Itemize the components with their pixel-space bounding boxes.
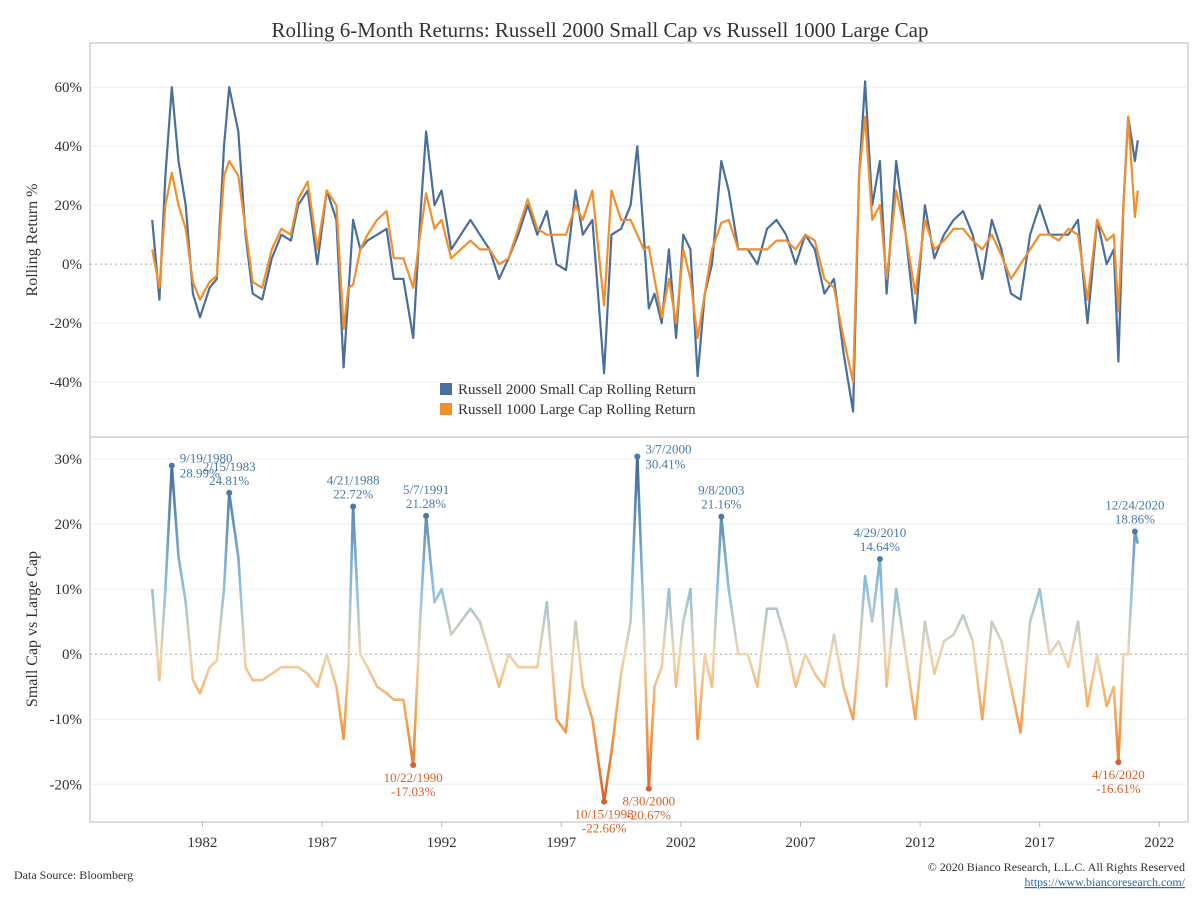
y-tick-label: 40% (55, 139, 83, 155)
x-tick-label: 1987 (307, 835, 338, 851)
annotation-point (718, 513, 725, 520)
x-tick-label: 2007 (785, 835, 816, 851)
annotation-point (168, 462, 175, 469)
x-tick-label: 2022 (1144, 835, 1174, 851)
annotation-point (423, 512, 430, 519)
annotation-value: 30.41% (645, 456, 685, 471)
annotation-value: -16.61% (1096, 781, 1141, 796)
annotation-point (601, 798, 608, 805)
copyright: © 2020 Bianco Research, L.L.C. All Right… (928, 860, 1185, 874)
legend-label: Russell 1000 Large Cap Rolling Return (458, 402, 696, 418)
annotation-value: 18.86% (1115, 512, 1155, 527)
annotation-date: 9/19/1980 (180, 451, 233, 466)
annotation-date: 12/24/2020 (1105, 498, 1164, 513)
y-tick-label: -20% (50, 777, 83, 793)
annotation-point (350, 503, 357, 510)
annotation-date: 4/21/1988 (327, 472, 380, 487)
annotation-value: 22.72% (333, 486, 373, 501)
annotation-date: 3/7/2000 (645, 441, 691, 456)
annotation-date: 2/15/1983 (203, 459, 256, 474)
y-tick-label: -20% (50, 316, 83, 332)
annotation-value: -17.03% (391, 784, 436, 799)
annotation-date: 4/29/2010 (854, 525, 907, 540)
annotation-point (645, 785, 652, 792)
annotation-value: -20.67% (627, 808, 672, 823)
y-tick-label: 0% (62, 647, 82, 663)
y-axis-label: Small Cap vs Large Cap (24, 551, 41, 707)
y-axis-label: Rolling Return % (24, 184, 41, 297)
annotation-point (226, 489, 233, 496)
annotation-value: 21.16% (701, 497, 741, 512)
series-line (151, 80, 1139, 413)
x-tick-label: 2002 (666, 835, 696, 851)
y-tick-label: 60% (55, 80, 83, 96)
annotation-date: 8/30/2000 (622, 794, 675, 809)
y-tick-label: 10% (55, 582, 83, 598)
annotation-date: 10/22/1990 (384, 770, 443, 785)
x-tick-label: 2012 (905, 835, 935, 851)
annotation-value: 28.99% (180, 466, 220, 481)
url-link[interactable]: https://www.biancoresearch.com/ (1024, 875, 1185, 889)
annotation-value: 21.28% (406, 496, 446, 511)
chart-title: Rolling 6-Month Returns: Russell 2000 Sm… (271, 18, 928, 42)
spread-line (150, 455, 1140, 803)
series-line (151, 115, 1139, 384)
source-note: Data Source: Bloomberg (14, 868, 133, 882)
legend-label: Russell 2000 Small Cap Rolling Return (458, 382, 696, 398)
y-tick-label: 20% (55, 517, 83, 533)
annotation-date: 4/16/2020 (1092, 767, 1145, 782)
annotation-point (410, 761, 417, 768)
y-tick-label: 30% (55, 452, 83, 468)
y-tick-label: 20% (55, 198, 83, 214)
annotation-point (1131, 528, 1138, 535)
y-tick-label: 0% (62, 257, 82, 273)
annotation-date: 10/15/1998 (574, 807, 633, 822)
y-tick-label: -10% (50, 712, 83, 728)
y-tick-label: -40% (50, 375, 83, 391)
x-tick-label: 1992 (427, 835, 457, 851)
bottom-panel-frame (89, 436, 1189, 823)
x-tick-label: 1997 (546, 835, 577, 851)
legend-swatch (440, 403, 452, 415)
x-tick-label: 1982 (187, 835, 217, 851)
annotation-value: 24.81% (209, 473, 249, 488)
annotation-point (1115, 759, 1122, 766)
annotation-value: -22.66% (582, 821, 627, 836)
annotation-point (876, 556, 883, 563)
annotation-point (634, 453, 641, 460)
annotation-date: 5/7/1991 (403, 482, 449, 497)
annotation-date: 9/8/2003 (698, 483, 744, 498)
x-tick-label: 2017 (1025, 835, 1056, 851)
legend-swatch (440, 383, 452, 395)
annotation-value: 14.64% (860, 539, 900, 554)
